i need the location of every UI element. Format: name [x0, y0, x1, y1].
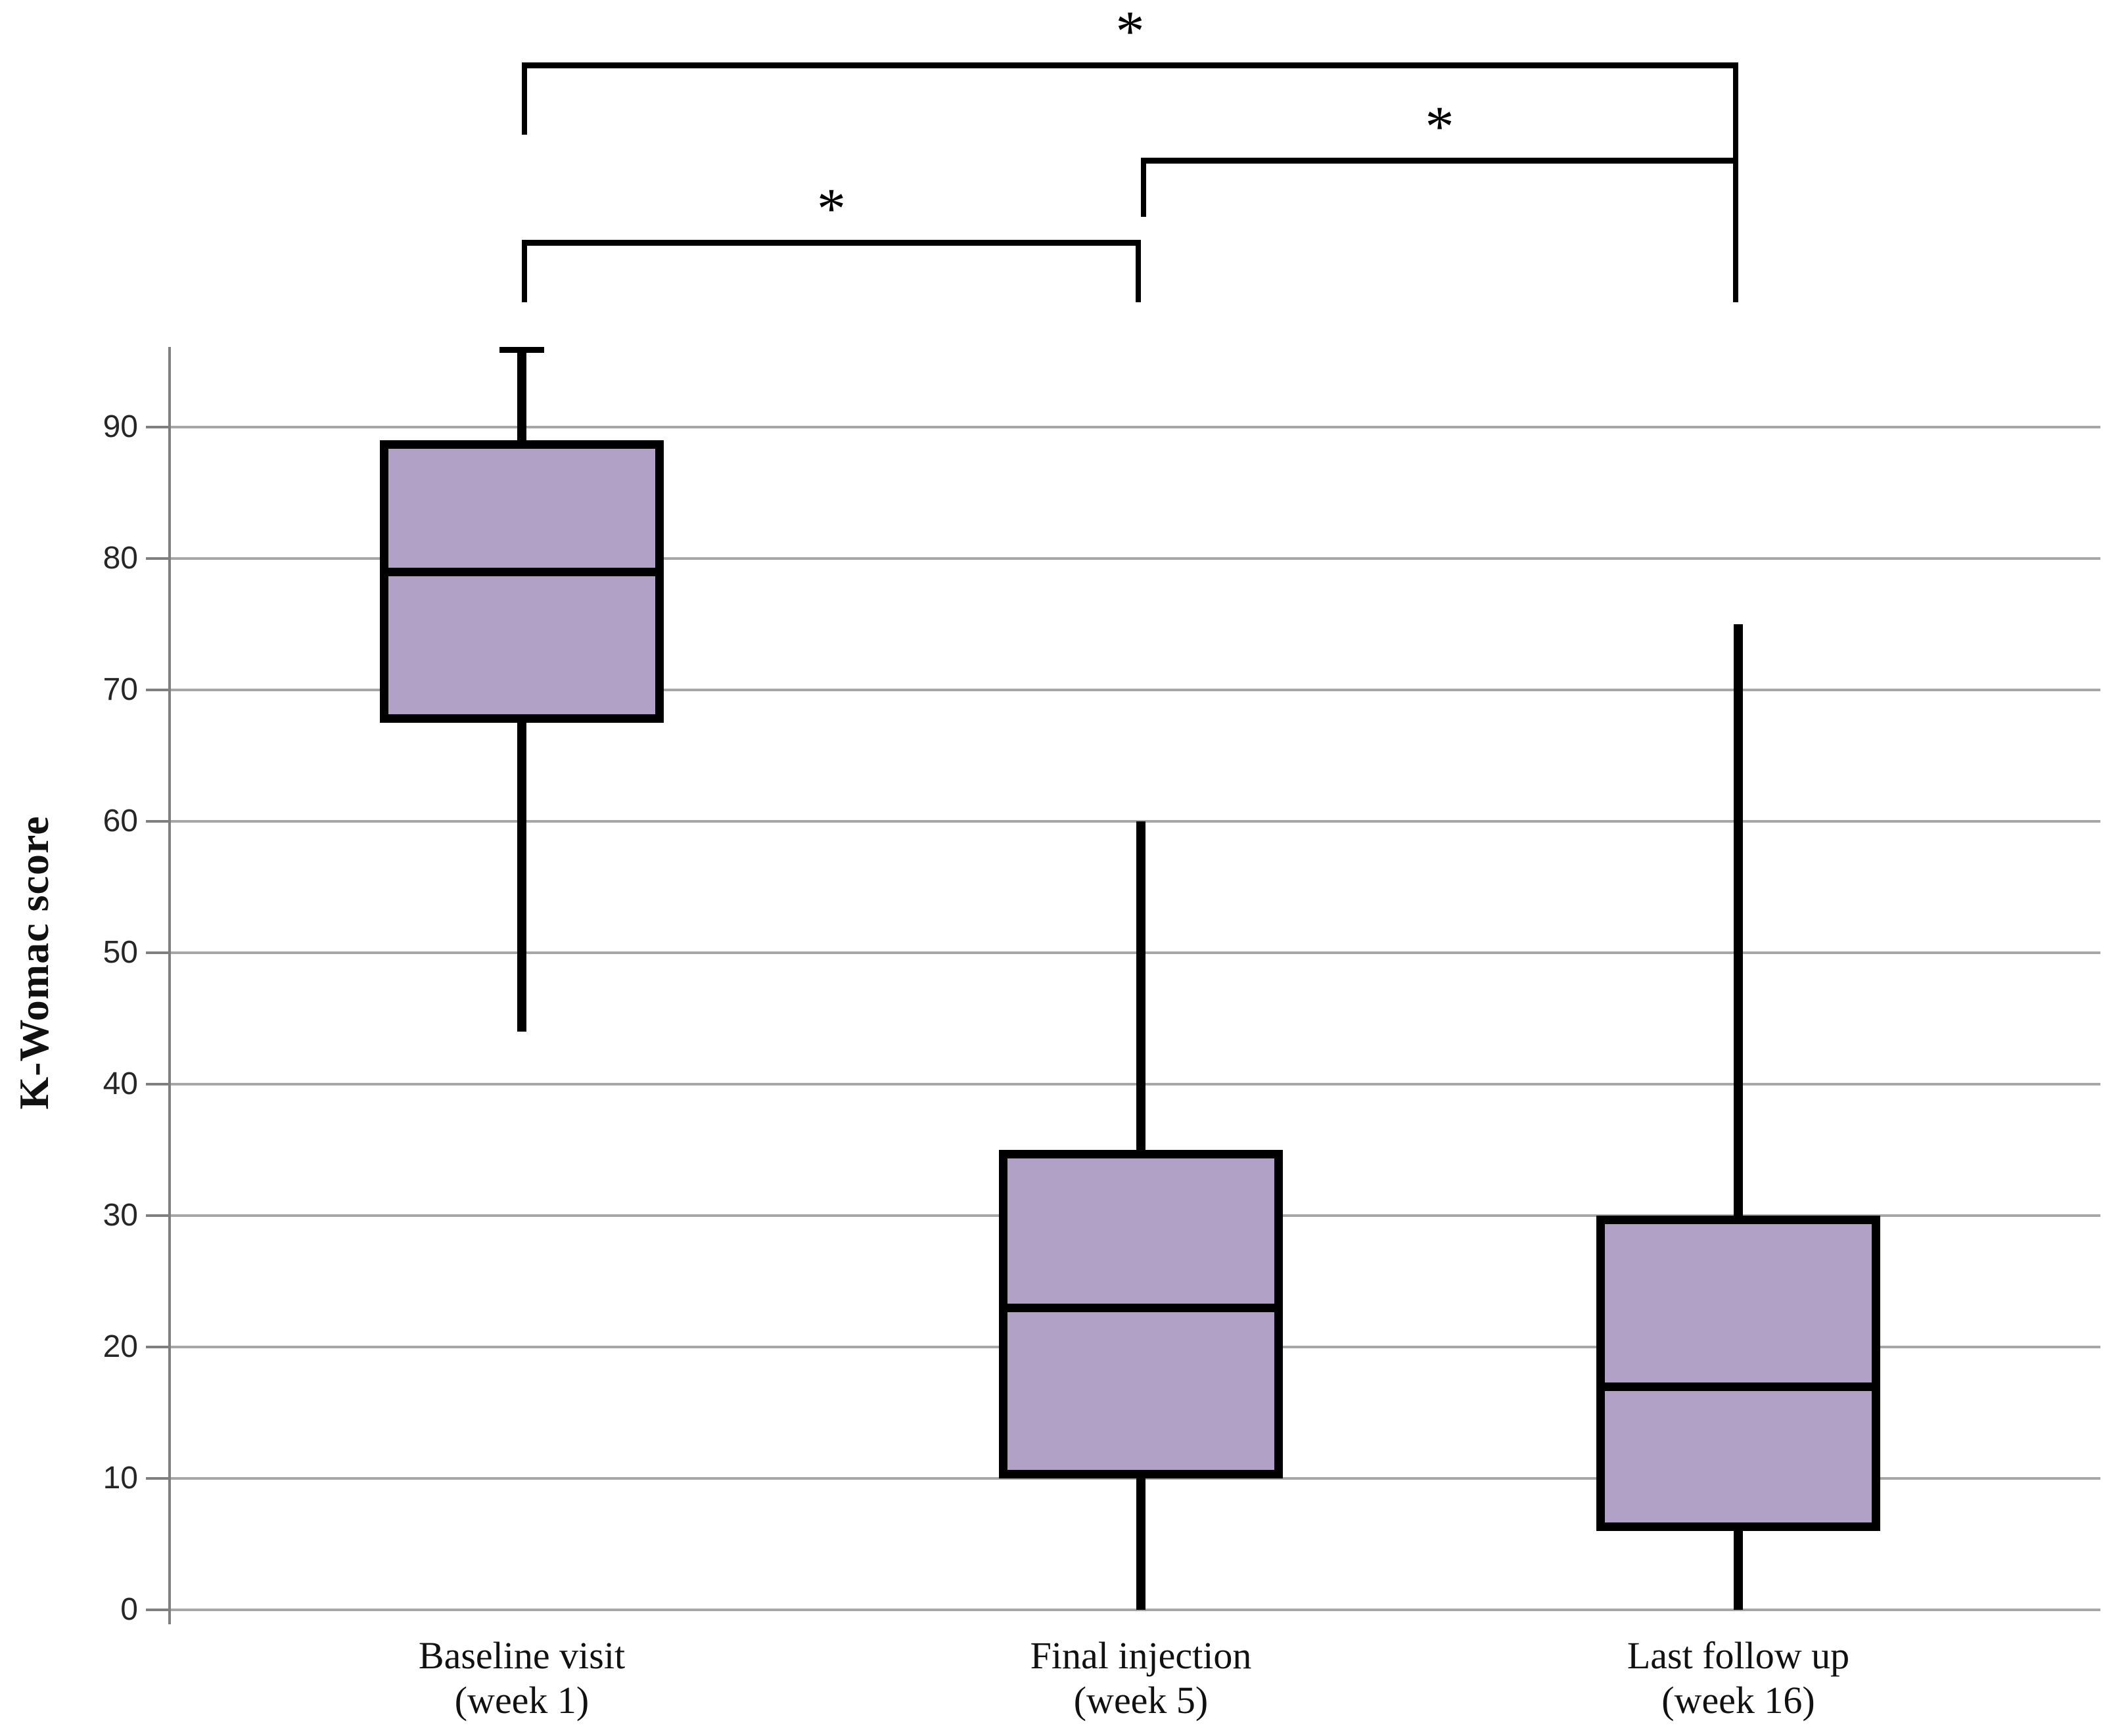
- median-line: [380, 567, 664, 576]
- y-tick: [146, 1609, 170, 1611]
- significance-bracket: [522, 62, 1738, 68]
- y-tick-label: 60: [103, 804, 138, 838]
- y-tick-label: 20: [103, 1329, 138, 1364]
- category-label-line2: (week 5): [1073, 1679, 1209, 1722]
- gridline: [170, 1477, 2100, 1480]
- significance-bracket: [522, 240, 1141, 246]
- y-tick: [146, 689, 170, 691]
- category-label-line1: Baseline visit: [418, 1634, 626, 1677]
- y-tick: [146, 426, 170, 428]
- median-line: [1596, 1382, 1880, 1391]
- y-tick-label: 0: [120, 1592, 138, 1627]
- y-tick: [146, 951, 170, 954]
- gridline: [170, 1083, 2100, 1085]
- y-tick-label: 70: [103, 672, 138, 707]
- lower-whisker: [1136, 1478, 1145, 1610]
- y-tick: [146, 1477, 170, 1480]
- upper-whisker-cap: [499, 347, 544, 353]
- significance-bracket-left-tick: [522, 62, 527, 135]
- category-label-line1: Last follow up: [1627, 1634, 1850, 1677]
- y-tick-label: 10: [103, 1461, 138, 1496]
- y-tick-label: 40: [103, 1066, 138, 1101]
- upper-whisker: [1136, 821, 1145, 1150]
- y-tick-label: 50: [103, 935, 138, 970]
- y-tick: [146, 1346, 170, 1348]
- lower-whisker: [1734, 1531, 1743, 1610]
- upper-whisker: [1734, 624, 1743, 1216]
- significance-asterisk: *: [1115, 0, 1145, 64]
- upper-whisker: [517, 348, 526, 440]
- y-tick: [146, 1214, 170, 1217]
- y-axis-line: [168, 347, 171, 1624]
- gridline: [170, 426, 2100, 428]
- significance-bracket: [1141, 158, 1738, 164]
- lower-whisker: [517, 723, 526, 1032]
- y-tick: [146, 1083, 170, 1085]
- y-tick: [146, 557, 170, 560]
- y-tick-label: 30: [103, 1198, 138, 1233]
- box: [380, 440, 664, 723]
- significance-bracket-right-tick: [1136, 240, 1141, 302]
- category-label: Last follow up (week 16): [1627, 1633, 1849, 1723]
- significance-bracket-left-tick: [1141, 158, 1146, 217]
- significance-bracket-left-tick: [522, 240, 527, 302]
- y-tick-label: 80: [103, 541, 138, 576]
- significance-asterisk: *: [817, 177, 846, 241]
- category-label: Baseline visit (week 1): [419, 1633, 625, 1723]
- gridline: [170, 1609, 2100, 1611]
- box: [1596, 1216, 1880, 1531]
- gridline: [170, 820, 2100, 823]
- category-label-line1: Final injection: [1030, 1634, 1252, 1677]
- significance-asterisk: *: [1425, 95, 1454, 159]
- median-line: [999, 1303, 1283, 1312]
- category-label-line2: (week 1): [454, 1679, 590, 1722]
- box: [999, 1150, 1283, 1478]
- gridline: [170, 689, 2100, 691]
- y-tick-label: 90: [103, 409, 138, 444]
- gridline: [170, 557, 2100, 560]
- category-label: Final injection (week 5): [1030, 1633, 1252, 1723]
- gridline: [170, 951, 2100, 954]
- significance-bracket-right-tick: [1733, 158, 1738, 302]
- y-tick: [146, 820, 170, 823]
- category-label-line2: (week 16): [1661, 1679, 1815, 1722]
